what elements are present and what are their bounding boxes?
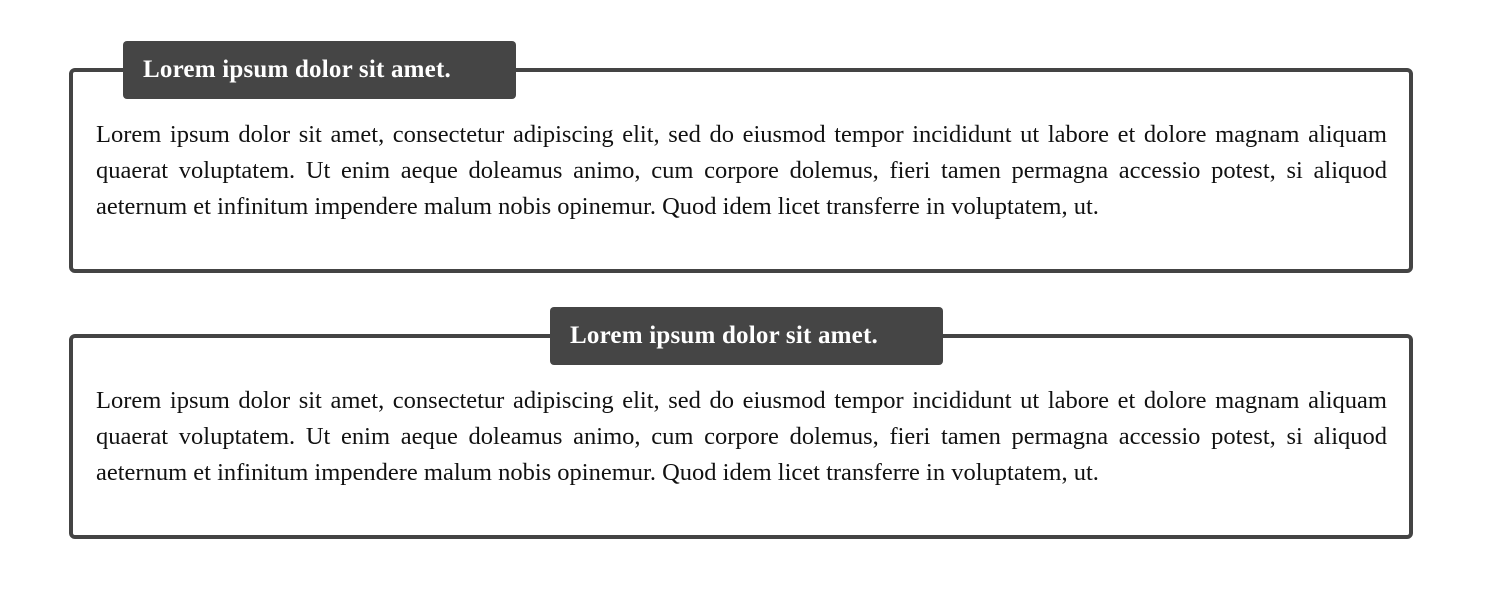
box-title: Lorem ipsum dolor sit amet. (123, 41, 516, 99)
titled-box-left: Lorem ipsum dolor sit amet. Lorem ipsum … (69, 41, 1413, 273)
titled-box-centered: Lorem ipsum dolor sit amet. Lorem ipsum … (69, 307, 1413, 539)
box-title: Lorem ipsum dolor sit amet. (550, 307, 943, 365)
box-body-text: Lorem ipsum dolor sit amet, consectetur … (96, 387, 1387, 486)
box-body-text: Lorem ipsum dolor sit amet, consectetur … (96, 121, 1387, 220)
